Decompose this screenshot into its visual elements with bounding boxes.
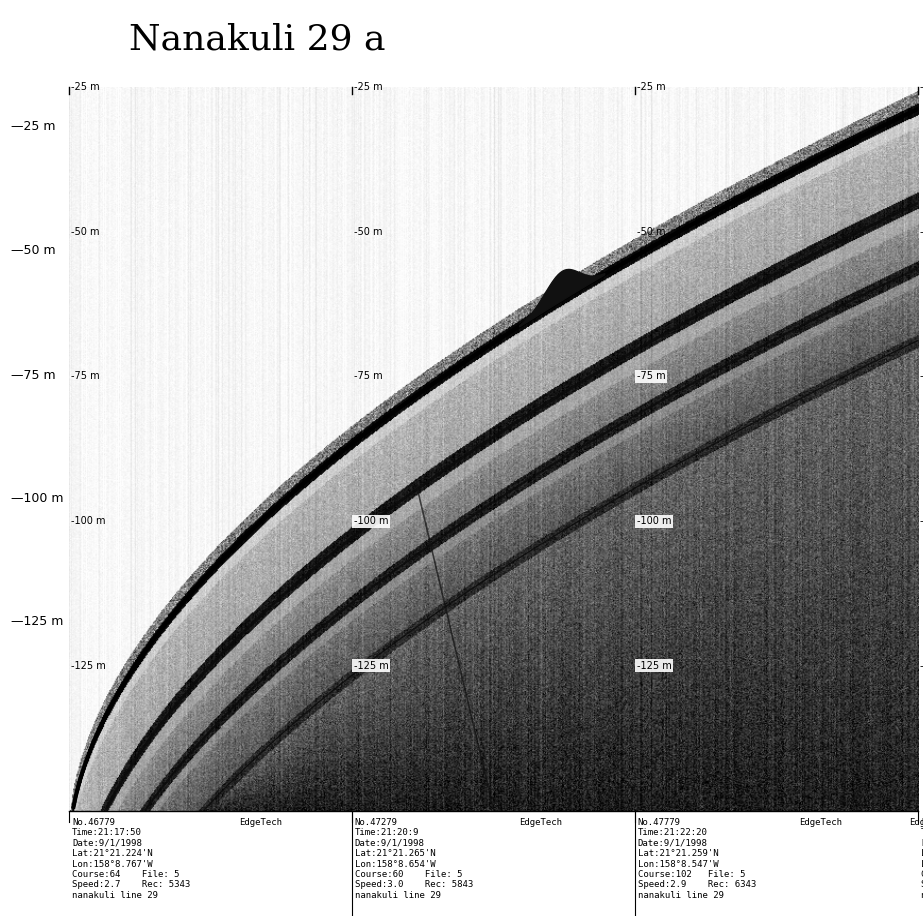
Text: —125 m: —125 m <box>11 615 64 627</box>
Text: -75 m: -75 m <box>354 372 382 381</box>
Text: -75 m: -75 m <box>71 372 100 381</box>
Text: -25 m: -25 m <box>637 82 665 92</box>
Text: —25 m: —25 m <box>11 120 55 133</box>
Text: -100 m: -100 m <box>71 517 105 526</box>
Text: -125 m: -125 m <box>920 661 923 671</box>
Text: EdgeTech: EdgeTech <box>239 818 282 827</box>
Text: -50 m: -50 m <box>71 227 100 236</box>
Text: No.47279
Time:21:20:9
Date:9/1/1998
Lat:21°21.265'N
Lon:158°8.654'W
Course:60   : No.47279 Time:21:20:9 Date:9/1/1998 Lat:… <box>354 818 473 900</box>
Text: -125 m: -125 m <box>71 661 106 671</box>
Text: -25 m: -25 m <box>920 82 923 92</box>
Text: -25 m: -25 m <box>354 82 382 92</box>
Text: -100 m: -100 m <box>354 517 389 526</box>
Text: —75 m: —75 m <box>11 369 55 382</box>
Text: -75 m: -75 m <box>637 372 665 381</box>
Text: EdgeTech: EdgeTech <box>799 818 843 827</box>
Text: -50 m: -50 m <box>637 227 665 236</box>
Text: -125 m: -125 m <box>354 661 389 671</box>
Text: Edg: Edg <box>909 818 923 827</box>
Text: -50 m: -50 m <box>354 227 382 236</box>
Text: -100 m: -100 m <box>637 517 671 526</box>
Text: EdgeTech: EdgeTech <box>520 818 562 827</box>
Text: Nanakuli 29 a: Nanakuli 29 a <box>129 23 386 57</box>
Text: -50 m: -50 m <box>920 227 923 236</box>
Text: -125 m: -125 m <box>637 661 671 671</box>
Text: No.46779
Time:21:17:50
Date:9/1/1998
Lat:21°21.224'N
Lon:158°8.767'W
Course:64  : No.46779 Time:21:17:50 Date:9/1/1998 Lat… <box>72 818 190 900</box>
Text: —50 m: —50 m <box>11 245 55 257</box>
Text: -75 m: -75 m <box>920 372 923 381</box>
Text: No.48279
Time:21:24:31
Date:9/1/1998
Lat:21°21.256'N
Lon:158°8.433'W
Course:107 : No.48279 Time:21:24:31 Date:9/1/1998 Lat… <box>921 818 923 900</box>
Text: -100 m: -100 m <box>920 517 923 526</box>
Text: -25 m: -25 m <box>71 82 100 92</box>
Text: —100 m: —100 m <box>11 492 64 505</box>
Text: No.47779
Time:21:22:20
Date:9/1/1998
Lat:21°21.259'N
Lon:158°8.547'W
Course:102 : No.47779 Time:21:22:20 Date:9/1/1998 Lat… <box>638 818 756 900</box>
